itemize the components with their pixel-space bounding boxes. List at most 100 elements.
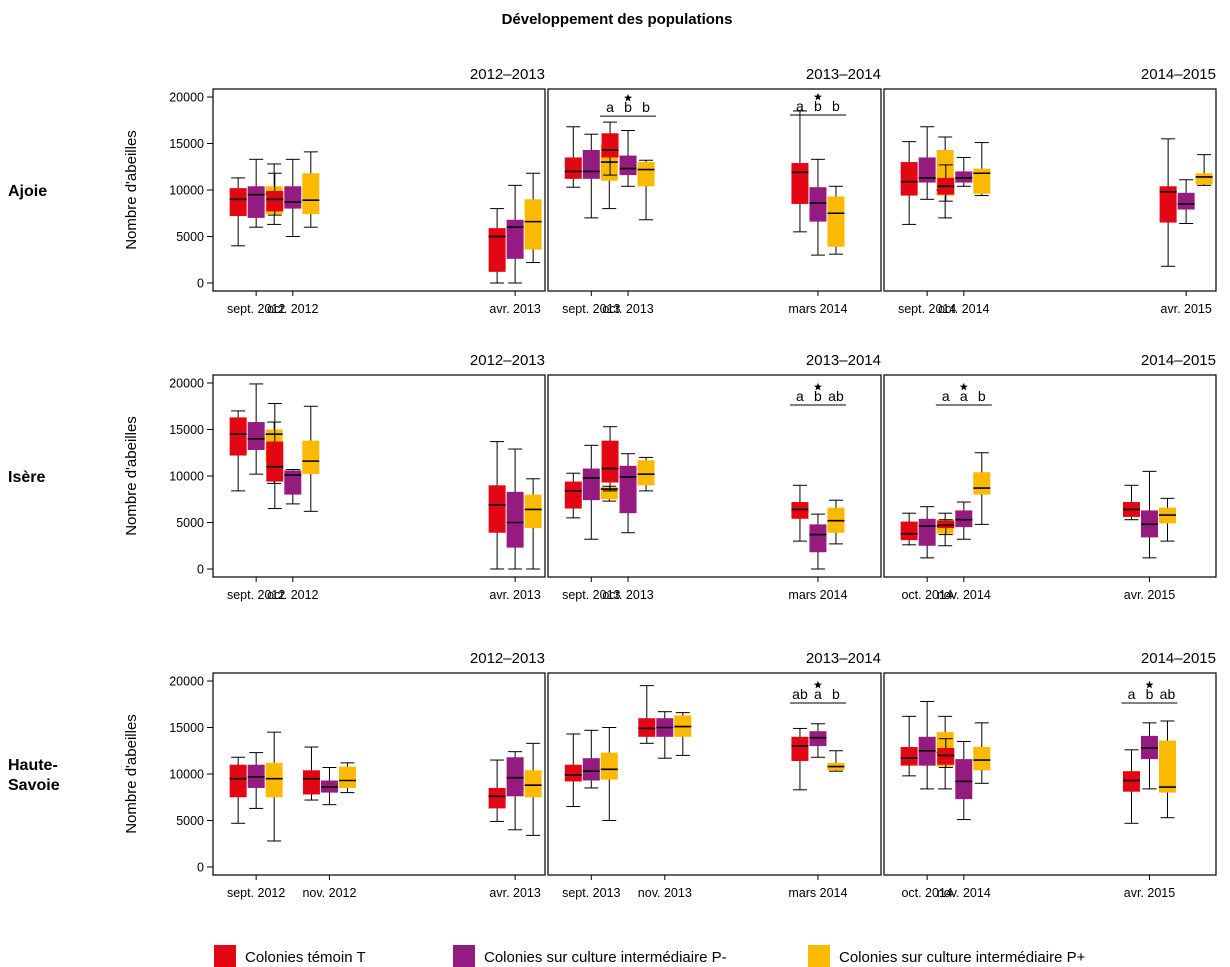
box-pminus <box>619 453 637 534</box>
panel-title: 2012–2013 <box>470 352 545 369</box>
box-pminus <box>506 751 524 831</box>
significance-letter: ab <box>792 686 808 702</box>
box-t <box>1122 484 1140 521</box>
panel-frame <box>547 374 882 578</box>
y-tick-label: 15000 <box>169 721 204 735</box>
box-body <box>827 196 845 247</box>
box-body <box>524 494 542 529</box>
box-pplus <box>524 172 542 264</box>
box-pminus <box>1140 470 1158 559</box>
y-tick-label: 10000 <box>169 184 204 198</box>
box-body <box>900 162 918 196</box>
x-tick-label: avr. 2013 <box>489 886 540 900</box>
box-t <box>229 756 247 824</box>
y-tick-label: 0 <box>197 563 204 577</box>
box-pminus <box>247 158 265 228</box>
box-pplus <box>674 712 692 756</box>
legend-label: Colonies sur culture intermédiaire P+ <box>839 949 1086 966</box>
box-body <box>229 764 247 798</box>
box-body <box>488 228 506 272</box>
box-body <box>1158 740 1176 793</box>
box-pplus <box>600 727 618 821</box>
box-body <box>900 521 918 541</box>
x-tick-label: sept. 2014 <box>898 302 956 316</box>
panel-title: 2012–2013 <box>470 650 545 667</box>
row-label-line: Savoie <box>8 777 60 794</box>
box-pminus <box>1140 722 1158 790</box>
significance-letter: b <box>832 98 840 114</box>
legend-swatch <box>808 945 830 967</box>
figure-title: Développement des populations <box>502 11 733 28</box>
y-tick-label: 10000 <box>169 470 204 484</box>
x-tick-label: avr. 2015 <box>1124 886 1175 900</box>
x-tick-label: nov. 2014 <box>937 886 991 900</box>
box-t <box>601 121 619 176</box>
box-pminus <box>284 158 302 237</box>
panel-frame <box>212 672 546 876</box>
box-t <box>488 759 506 822</box>
box-body <box>302 440 320 475</box>
y-tick-label: 20000 <box>169 377 204 391</box>
box-body <box>524 770 542 798</box>
panel-title: 2012–2013 <box>470 66 545 83</box>
significance-letter: a <box>960 388 968 404</box>
x-tick-label: nov. 2013 <box>638 886 692 900</box>
box-pminus <box>1177 179 1195 224</box>
y-tick-label: 5000 <box>176 814 204 828</box>
legend-label: Colonies témoin T <box>245 949 366 966</box>
box-pplus <box>973 452 991 525</box>
panel-frame <box>212 88 546 292</box>
panel: 2012–2013 sept. 2012 nov. 2012 avr. 2013 <box>212 650 546 900</box>
box-t <box>638 685 656 744</box>
box-body <box>1195 173 1213 185</box>
box-pminus <box>918 700 936 790</box>
box-body <box>506 219 524 259</box>
box-body <box>637 460 655 486</box>
box-t <box>791 727 809 791</box>
x-tick-label: oct. 2014 <box>901 886 952 900</box>
y-tick-label: 20000 <box>169 91 204 105</box>
box-pplus <box>338 762 356 794</box>
y-tick-label: 15000 <box>169 137 204 151</box>
box-body <box>564 764 582 782</box>
box-pplus <box>524 478 542 570</box>
panel-title: 2013–2014 <box>806 650 881 667</box>
row-label-line: Haute- <box>8 757 58 774</box>
significance-letter: ab <box>828 388 844 404</box>
box-t <box>900 141 918 225</box>
box-body <box>582 150 600 179</box>
box-t <box>266 402 284 510</box>
box-t <box>302 746 320 801</box>
significance-letter: b <box>814 388 822 404</box>
box-body <box>937 747 955 765</box>
box-pminus <box>582 729 600 789</box>
box-pminus <box>918 126 936 200</box>
box-body <box>601 440 619 483</box>
box-pplus <box>302 151 320 228</box>
y-tick-label: 5000 <box>176 230 204 244</box>
box-t <box>229 410 247 492</box>
panel-title: 2014–2015 <box>1141 650 1216 667</box>
x-tick-label: oct. 2014 <box>901 588 952 602</box>
x-tick-label: mars 2014 <box>788 588 847 602</box>
panel-title: 2013–2014 <box>806 352 881 369</box>
box-pplus <box>827 499 845 545</box>
box-pplus <box>973 142 991 197</box>
y-tick-label: 20000 <box>169 675 204 689</box>
panel-title: 2013–2014 <box>806 66 881 83</box>
box-pminus <box>506 184 524 284</box>
box-body <box>582 468 600 501</box>
box-pplus <box>524 742 542 836</box>
significance-letter: b <box>1146 686 1154 702</box>
box-body <box>600 487 618 500</box>
box-pminus <box>320 766 338 806</box>
x-tick-label: sept. 2013 <box>562 302 620 316</box>
panels-layer: Ajoie Nombre d'abeilles 0 5000 10000 15000 200… <box>8 66 1217 900</box>
significance-letter: a <box>942 388 950 404</box>
panel-frame <box>547 88 882 292</box>
box-pplus <box>1158 720 1176 819</box>
box-t <box>900 715 918 777</box>
